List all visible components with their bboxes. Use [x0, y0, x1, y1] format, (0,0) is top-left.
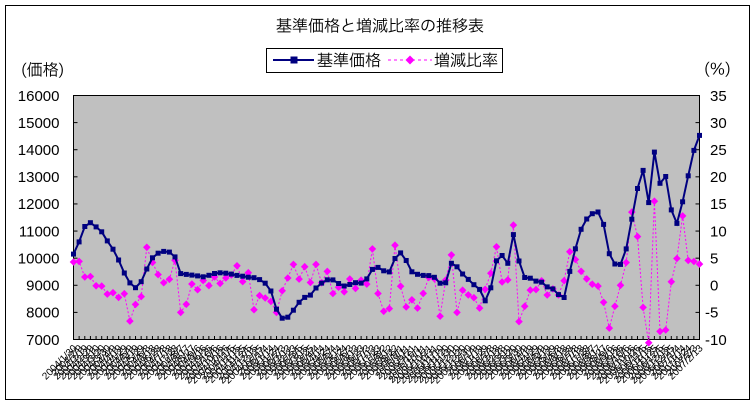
- svg-text:10: 10: [710, 223, 727, 240]
- svg-text:25: 25: [710, 142, 727, 159]
- svg-text:16000: 16000: [18, 88, 60, 105]
- svg-text:-10: -10: [705, 332, 727, 349]
- svg-text:35: 35: [710, 88, 727, 105]
- svg-text:8000: 8000: [26, 305, 59, 322]
- svg-text:0: 0: [710, 278, 718, 295]
- svg-text:9000: 9000: [26, 278, 59, 295]
- svg-text:20: 20: [710, 169, 727, 186]
- svg-text:15000: 15000: [18, 115, 60, 132]
- svg-text:12000: 12000: [18, 196, 60, 213]
- svg-text:11000: 11000: [19, 223, 60, 240]
- svg-text:-5: -5: [705, 305, 718, 322]
- svg-text:30: 30: [710, 115, 727, 132]
- svg-text:5: 5: [710, 251, 718, 268]
- svg-text:7000: 7000: [26, 332, 59, 349]
- svg-text:15: 15: [710, 196, 727, 213]
- svg-text:10000: 10000: [18, 251, 60, 268]
- svg-text:14000: 14000: [18, 142, 60, 159]
- svg-text:13000: 13000: [18, 169, 60, 186]
